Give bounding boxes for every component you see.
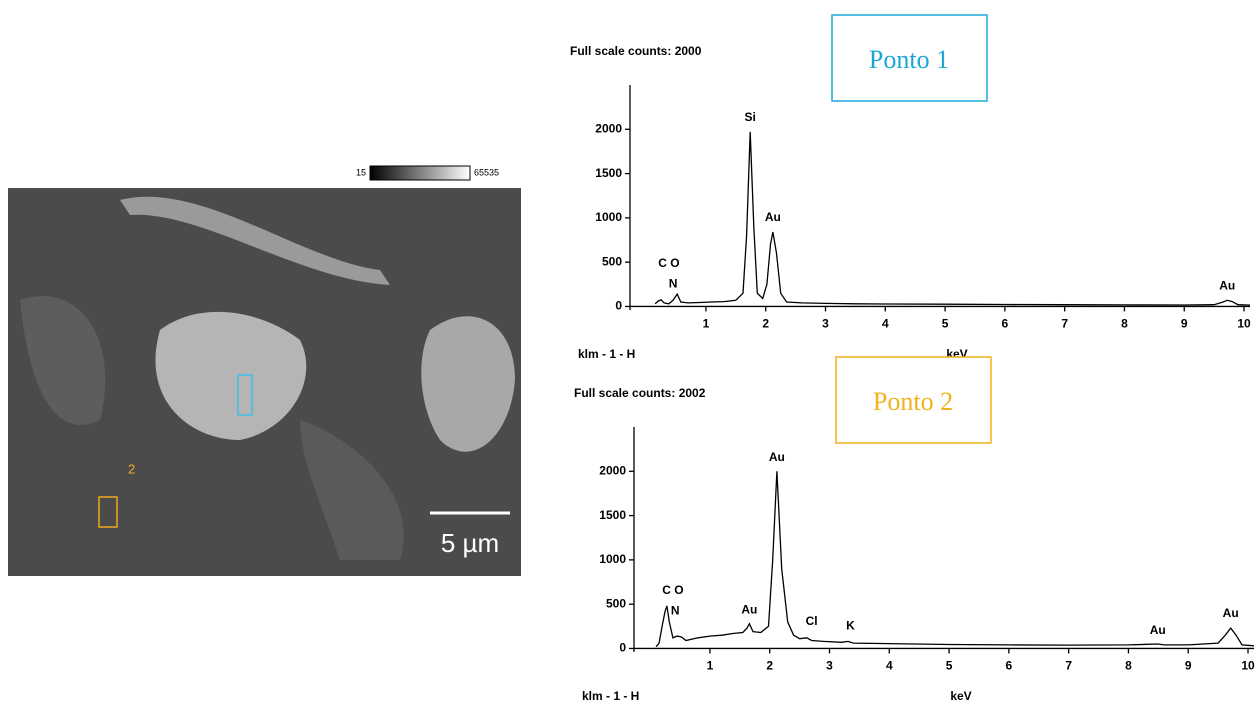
spectrum-chart: Full scale counts: 2002 0 500 1000 1500 2000 1…	[574, 357, 1255, 703]
sample-label: klm - 1 - H	[578, 347, 635, 361]
peak-label: N	[669, 276, 678, 290]
y-tick-label: 0	[619, 641, 626, 655]
x-tick-label: 4	[886, 659, 893, 673]
x-tick-label: 7	[1061, 317, 1068, 331]
x-tick-label: 10	[1241, 659, 1255, 673]
peak-label: C O	[658, 256, 679, 270]
peak-label: Au	[1223, 606, 1239, 620]
y-tick-label: 2000	[595, 121, 622, 135]
point-box-label: Ponto 2	[873, 387, 953, 416]
x-tick-label: 10	[1237, 317, 1251, 331]
y-tick-label: 2000	[599, 463, 626, 477]
chart-title: Full scale counts: 2002	[574, 386, 706, 400]
x-tick-label: 1	[703, 317, 710, 331]
x-tick-label: 3	[822, 317, 829, 331]
x-tick-label: 2	[766, 659, 773, 673]
x-tick-label: 3	[826, 659, 833, 673]
intensity-scale	[370, 166, 470, 180]
x-tick-label: 1	[707, 659, 714, 673]
sample-label: klm - 1 - H	[582, 689, 639, 703]
x-tick-label: 8	[1125, 659, 1132, 673]
y-tick-label: 500	[606, 596, 626, 610]
y-tick-label: 1500	[595, 166, 622, 180]
x-tick-label: 7	[1065, 659, 1072, 673]
point-label: 2	[128, 461, 135, 476]
x-tick-label: 9	[1181, 317, 1188, 331]
spectrum-line	[655, 132, 1250, 305]
point-box-label: Ponto 1	[869, 45, 949, 74]
y-tick-label: 1500	[599, 508, 626, 522]
peak-label: Au	[769, 450, 785, 464]
x-tick-label: 6	[1006, 659, 1013, 673]
x-tick-label: 6	[1002, 317, 1009, 331]
peak-label: Au	[1150, 623, 1166, 637]
peak-label: K	[846, 618, 855, 632]
peak-label: Cl	[806, 614, 818, 628]
y-tick-label: 500	[602, 254, 622, 268]
intensity-max: 65535	[474, 167, 499, 177]
peak-label: Au	[741, 603, 757, 617]
scale-bar-label: 5 µm	[441, 528, 499, 558]
x-tick-label: 2	[762, 317, 769, 331]
x-tick-label: 5	[946, 659, 953, 673]
x-tick-label: 4	[882, 317, 889, 331]
y-tick-label: 1000	[599, 552, 626, 566]
peak-label: Au	[1219, 278, 1235, 292]
figure: 2 5 µm 15 65535 Full scale counts: 20000…	[0, 0, 1258, 705]
y-tick-label: 1000	[595, 210, 622, 224]
peak-label: Si	[745, 110, 756, 124]
peak-label: N	[671, 603, 680, 617]
peak-label: Au	[765, 210, 781, 224]
intensity-min: 15	[356, 167, 366, 177]
x-axis-label: keV	[950, 689, 971, 703]
sem-image: 2 5 µm 15 65535	[8, 166, 521, 576]
chart-title: Full scale counts: 2000	[570, 44, 702, 58]
x-tick-label: 9	[1185, 659, 1192, 673]
spectrum-line	[656, 471, 1254, 646]
peak-label: C O	[662, 583, 683, 597]
y-tick-label: 0	[615, 299, 622, 313]
x-tick-label: 8	[1121, 317, 1128, 331]
x-tick-label: 5	[942, 317, 949, 331]
spectrum-chart: Full scale counts: 2000 0 500 1000 1500 2000 1…	[570, 15, 1251, 361]
